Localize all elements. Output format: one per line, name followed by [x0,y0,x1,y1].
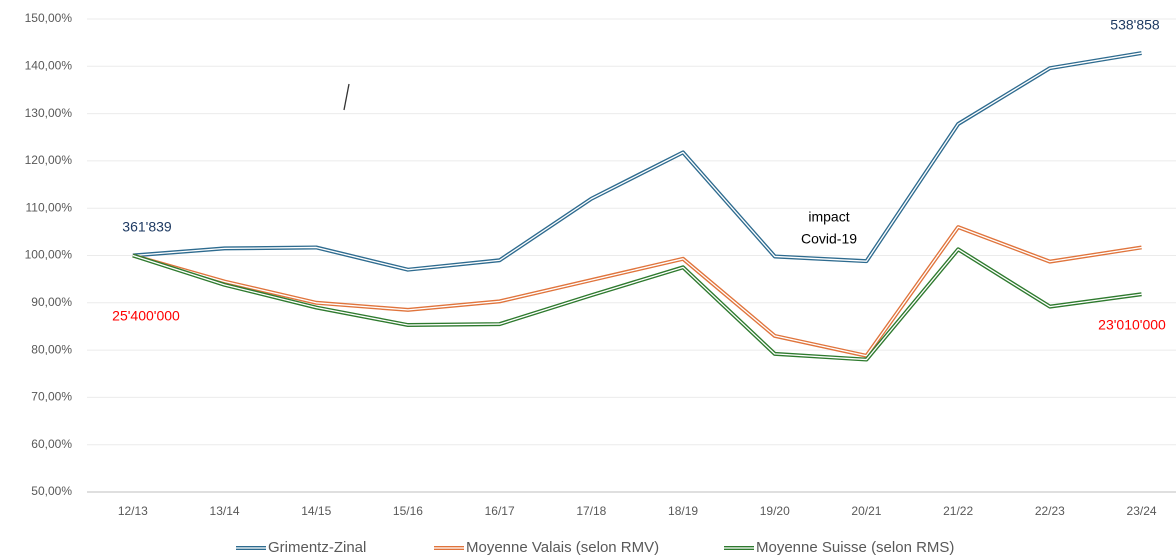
series-line-inner [132,52,1142,271]
x-tick-label: 17/18 [576,504,606,518]
annotation: 23'010'000 [1098,317,1166,333]
legend-label: Moyenne Valais (selon RMV) [466,539,659,556]
y-tick-label: 100,00% [25,248,73,262]
x-tick-label: 20/21 [851,504,881,518]
y-tick-label: 120,00% [25,153,73,167]
y-tick-label: 80,00% [31,342,72,356]
series-line-inner [132,248,1142,361]
y-tick-label: 140,00% [25,58,73,72]
x-tick-label: 12/13 [118,504,148,518]
annotation: 538'858 [1110,17,1160,33]
series-line-inner [132,226,1142,357]
annotation: impact [808,209,849,225]
stray-stroke [343,83,350,111]
y-tick-label: 70,00% [31,390,72,404]
annotation: Covid-19 [801,231,857,247]
x-tick-label: 15/16 [393,504,423,518]
legend-label: Grimentz-Zinal [268,539,366,556]
y-tick-label: 150,00% [25,11,73,25]
y-tick-label: 110,00% [26,200,73,214]
x-tick-label: 21/22 [943,504,973,518]
y-tick-label: 90,00% [31,295,72,309]
x-tick-label: 22/23 [1035,504,1065,518]
y-tick-label: 60,00% [31,437,72,451]
series-line [132,247,1142,362]
annotation: 361'839 [122,219,172,235]
annotation: 25'400'000 [112,308,180,324]
x-tick-label: 23/24 [1127,504,1157,518]
x-tick-label: 14/15 [301,504,331,518]
x-tick-label: 19/20 [760,504,790,518]
legend-label: Moyenne Suisse (selon RMS) [756,539,954,556]
x-tick-label: 18/19 [668,504,698,518]
y-tick-label: 130,00% [25,106,73,120]
x-tick-label: 13/14 [210,504,240,518]
x-tick-label: 16/17 [485,504,515,518]
y-tick-label: 50,00% [31,484,72,498]
